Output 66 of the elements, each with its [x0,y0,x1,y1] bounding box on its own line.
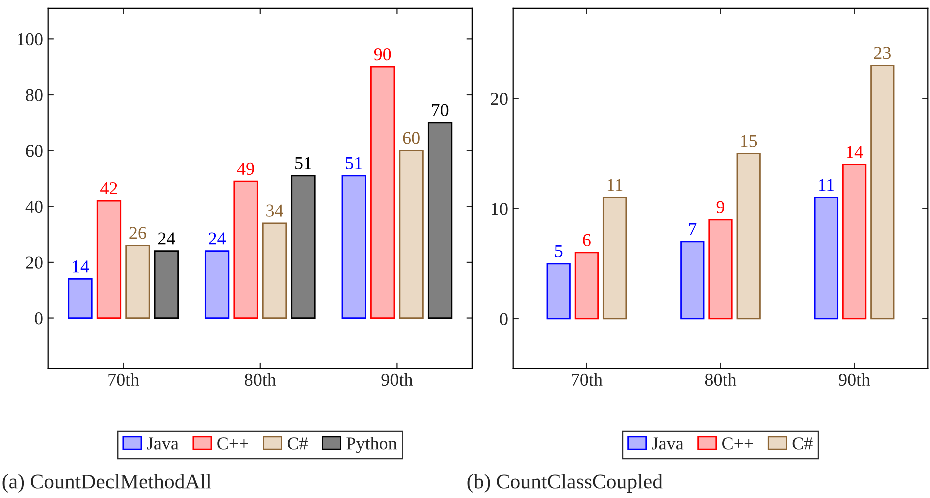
data-label: 7 [689,223,697,236]
data-label: 49 [237,162,254,176]
bar [428,122,453,319]
bar [708,219,733,320]
bar [126,245,150,319]
text: (b) CountClassCoupled [468,474,663,494]
bar [680,241,705,320]
legend-label: Java [652,438,684,450]
y-tick-label: 40 [26,200,43,214]
legend-label: C++ [722,438,754,450]
bar [204,250,230,319]
y-tick-label: 20 [26,256,43,269]
bar [342,175,366,319]
bar [736,153,761,320]
bar [399,150,424,319]
legend-label: C++ [218,438,248,450]
y-tick-label: 20 [491,93,508,106]
data-label: 34 [266,204,284,217]
legend-label: C# [792,438,813,450]
x-tick-label: 90th [839,373,870,386]
x-tick-label: 90th [382,373,414,386]
bar [68,278,93,319]
data-label: 51 [346,157,362,170]
bar [262,222,288,319]
y-tick-label: 0 [35,312,43,325]
data-label: 42 [100,182,118,194]
x-tick-label: 80th [245,373,276,386]
bar [370,66,396,319]
bar [842,164,867,320]
data-label: 60 [403,132,420,144]
x-tick-label: 80th [705,373,737,386]
legend-label: C# [288,438,308,450]
bar [291,175,316,319]
y-tick-label: 10 [492,203,508,216]
y-tick-label: 0 [500,313,508,326]
data-label: 70 [432,104,449,116]
data-label: 23 [874,47,891,60]
data-label: 24 [158,232,176,245]
data-label: 26 [130,227,146,240]
data-label: 24 [209,232,226,245]
data-label: 11 [819,179,834,192]
text: (a) CountDeclMethodAll [2,474,212,494]
legend-label: Python [346,437,398,454]
x-tick-label: 70th [108,373,140,386]
legend-label: Java [147,438,179,450]
bar [96,200,122,319]
data-label: 5 [555,245,563,258]
y-tick-label: 60 [26,145,43,158]
data-label: 90 [374,48,392,61]
bar [602,197,628,320]
bar [546,263,571,320]
y-tick-label: 80 [26,89,43,102]
x-tick-label: 70th [572,373,603,386]
data-label: 14 [847,146,864,158]
y-tick-label: 100 [18,33,43,46]
data-label: 6 [583,234,591,246]
data-label: 11 [608,179,623,192]
bar [814,197,839,320]
data-label: 15 [741,135,758,148]
data-label: 14 [73,260,90,273]
bar [870,65,895,320]
data-label: 9 [716,201,725,214]
data-label: 51 [296,157,312,170]
bar [234,180,258,319]
bar [154,250,180,319]
bar [574,252,600,320]
